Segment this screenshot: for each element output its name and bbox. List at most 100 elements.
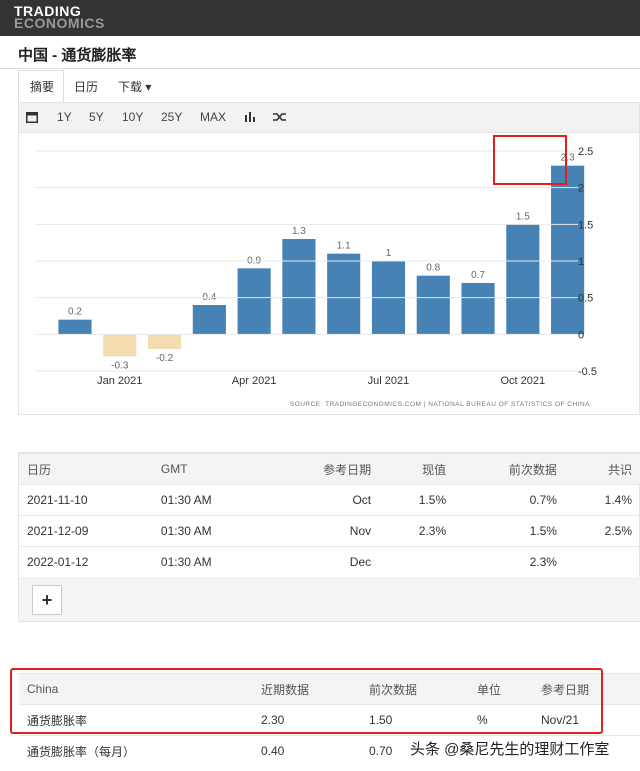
- range-button[interactable]: 10Y: [122, 110, 144, 124]
- page-title: 中国 - 通货膨胀率: [18, 47, 137, 64]
- y-tick-label: 0: [578, 329, 584, 341]
- bar: [416, 275, 450, 335]
- data-label: 1.5: [516, 211, 530, 222]
- cell: 1.5%: [379, 484, 455, 516]
- data-label: 2.3: [561, 153, 575, 164]
- logo[interactable]: TRADING: [14, 3, 82, 19]
- data-label: 1.1: [337, 241, 351, 252]
- bar: [147, 334, 182, 349]
- cell: 2.3%: [454, 546, 565, 577]
- header-cell: 前次数据: [361, 673, 469, 705]
- bar: [58, 319, 92, 335]
- row: 2021-12-09 01:30 AM Nov 2.3% 1.5% 2.5%: [19, 515, 640, 547]
- y-tick-label: 1: [578, 256, 584, 268]
- cell: 2.3%: [379, 515, 455, 547]
- cell: [564, 546, 640, 577]
- cell: 通货膨胀率: [19, 704, 253, 736]
- range-button[interactable]: 5Y: [89, 110, 104, 124]
- summary-table: China 近期数据 前次数据 单位 参考日期 通货膨胀率 2.30 1.50% Nov/21…: [19, 673, 640, 766]
- header-cell: 单位: [469, 673, 533, 705]
- cell: [379, 546, 455, 577]
- range-button[interactable]: 25Y: [161, 110, 183, 124]
- highlight-box: [493, 135, 567, 185]
- y-tick-label: 0.5: [578, 293, 593, 305]
- cell: 2.30: [253, 704, 361, 736]
- header-cell: GMT: [152, 453, 269, 485]
- bar: [327, 253, 361, 335]
- data-label: -0.3: [111, 360, 129, 371]
- cell: Oct: [268, 484, 380, 516]
- header-cell: 日历: [19, 453, 153, 485]
- shuffle-icon[interactable]: [273, 111, 287, 123]
- tab[interactable]: 摘要: [30, 80, 55, 94]
- header-cell: 近期数据: [253, 673, 361, 705]
- cell: 0.7%: [454, 484, 565, 516]
- cell: 通货膨胀率（每月）: [19, 735, 253, 766]
- cell: 01:30 AM: [152, 515, 269, 547]
- cell: 1.4%: [564, 484, 640, 516]
- y-tick-label: -0.5: [578, 366, 597, 378]
- toolbar: [18, 102, 640, 133]
- bar: [461, 283, 495, 335]
- cell: 2.5%: [564, 515, 640, 547]
- cell: [533, 735, 640, 766]
- y-tick-label: 2.5: [578, 146, 593, 158]
- header-cell: 参考日期: [268, 453, 380, 485]
- bar: [237, 268, 271, 335]
- data-label: 1.3: [292, 226, 306, 237]
- tab[interactable]: 日历: [74, 80, 99, 94]
- cell: Dec: [268, 546, 380, 577]
- bar: [192, 305, 226, 335]
- data-label: 0.2: [68, 307, 82, 318]
- header-cell: 现值: [379, 453, 455, 485]
- data-label: 0.8: [426, 263, 440, 274]
- header-row: 日历 GMT 参考日期 现值 前次数据 共识: [19, 453, 640, 485]
- bar: [282, 239, 316, 335]
- cell: 1.50: [361, 704, 469, 736]
- cell: 0.40: [253, 735, 361, 766]
- data-label: -0.2: [156, 353, 174, 364]
- data-label: 0.7: [471, 270, 485, 281]
- cell: 0.70: [361, 735, 469, 766]
- source-note: SOURCE: TRADINGECONOMICS.COM | NATIONAL …: [290, 401, 590, 408]
- cell: 1.5%: [454, 515, 565, 547]
- calendar-table: 日历 GMT 参考日期 现值 前次数据 共识 2021-11-10 01:30 AM Oct 1…: [19, 453, 640, 577]
- top-bar: [0, 0, 640, 36]
- cell: 2022-01-12: [19, 546, 153, 577]
- header-cell: 共识: [564, 453, 640, 485]
- calendar-icon[interactable]: [26, 111, 38, 123]
- watermark: 头条 @桑尼先生的理财工作室: [410, 741, 610, 758]
- cell: 2021-11-10: [19, 484, 153, 516]
- header-cell: 前次数据: [454, 453, 565, 485]
- divider: [0, 68, 640, 69]
- y-tick-label: 1.5: [578, 219, 593, 231]
- header-cell: 参考日期: [533, 673, 640, 705]
- cell: [469, 735, 533, 766]
- x-tick-label: Oct 2021: [501, 375, 546, 387]
- data-label: 1: [386, 248, 392, 259]
- cell: %: [469, 704, 533, 736]
- tab[interactable]: 下载 ▾: [118, 80, 152, 94]
- x-tick-label: Apr 2021: [232, 375, 277, 387]
- range-button[interactable]: 1Y: [57, 110, 72, 124]
- active-tab-frame: [18, 70, 64, 104]
- highlight-box: [10, 668, 603, 734]
- bar: [551, 165, 585, 335]
- cell: 01:30 AM: [152, 546, 269, 577]
- row: 2022-01-12 01:30 AM Dec 2.3%: [19, 546, 640, 577]
- add-button[interactable]: +: [32, 585, 62, 615]
- header-cell: China: [19, 673, 253, 705]
- cell: Nov/21: [533, 704, 640, 736]
- range-button[interactable]: MAX: [200, 110, 227, 124]
- row: 通货膨胀率 2.30 1.50% Nov/21: [19, 704, 640, 736]
- logo[interactable]: ECONOMICS: [14, 15, 105, 31]
- more-bar: [19, 577, 640, 621]
- bar-icon[interactable]: [244, 111, 256, 123]
- x-tick-label: Jan 2021: [97, 375, 142, 387]
- cell: 2021-12-09: [19, 515, 153, 547]
- header-row: China 近期数据 前次数据 单位 参考日期: [19, 673, 640, 705]
- tab-label[interactable]: 下载: [118, 80, 143, 94]
- row: 通货膨胀率（每月） 0.40 0.70: [19, 735, 640, 766]
